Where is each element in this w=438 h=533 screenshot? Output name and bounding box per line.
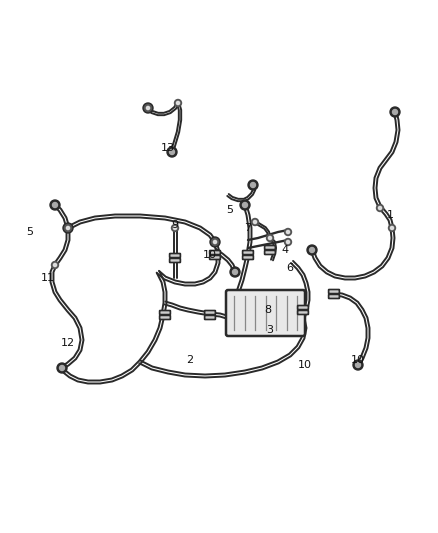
- Circle shape: [390, 227, 394, 230]
- FancyBboxPatch shape: [243, 255, 254, 260]
- Text: 1: 1: [386, 210, 393, 220]
- Circle shape: [67, 227, 70, 230]
- Text: 7: 7: [244, 223, 251, 233]
- Text: 9: 9: [171, 220, 179, 230]
- Circle shape: [66, 225, 71, 230]
- Circle shape: [212, 239, 218, 245]
- Circle shape: [170, 149, 174, 155]
- Text: 10: 10: [203, 250, 217, 260]
- Text: 6: 6: [286, 263, 293, 273]
- Text: 10: 10: [351, 355, 365, 365]
- FancyBboxPatch shape: [297, 305, 308, 310]
- Circle shape: [251, 219, 258, 225]
- Circle shape: [285, 229, 292, 236]
- FancyBboxPatch shape: [205, 316, 215, 319]
- Circle shape: [210, 237, 220, 247]
- Circle shape: [177, 101, 180, 104]
- Text: 12: 12: [61, 338, 75, 348]
- Circle shape: [353, 360, 363, 370]
- FancyBboxPatch shape: [210, 255, 220, 260]
- Circle shape: [268, 237, 272, 239]
- FancyBboxPatch shape: [159, 316, 170, 319]
- FancyBboxPatch shape: [297, 310, 308, 314]
- Circle shape: [143, 103, 153, 113]
- Circle shape: [212, 238, 219, 246]
- Circle shape: [356, 362, 360, 367]
- Text: 4: 4: [282, 245, 289, 255]
- Circle shape: [378, 206, 381, 209]
- Circle shape: [145, 104, 152, 111]
- Circle shape: [230, 267, 240, 277]
- Circle shape: [248, 180, 258, 190]
- Circle shape: [286, 230, 290, 233]
- Text: 5: 5: [226, 205, 233, 215]
- Circle shape: [174, 100, 181, 107]
- Text: 2: 2: [187, 355, 194, 365]
- Circle shape: [167, 147, 177, 157]
- FancyBboxPatch shape: [226, 290, 305, 336]
- Circle shape: [266, 235, 273, 241]
- FancyBboxPatch shape: [170, 259, 180, 262]
- Circle shape: [285, 238, 292, 246]
- Circle shape: [392, 109, 398, 115]
- Circle shape: [213, 240, 216, 244]
- FancyBboxPatch shape: [328, 289, 339, 294]
- FancyBboxPatch shape: [265, 246, 276, 249]
- Circle shape: [146, 107, 149, 110]
- Text: 8: 8: [265, 305, 272, 315]
- Circle shape: [60, 366, 64, 370]
- Circle shape: [173, 227, 177, 230]
- Circle shape: [307, 245, 317, 255]
- Text: 11: 11: [41, 273, 55, 283]
- Circle shape: [50, 200, 60, 210]
- Circle shape: [243, 203, 247, 207]
- Circle shape: [53, 203, 57, 207]
- Circle shape: [57, 363, 67, 373]
- FancyBboxPatch shape: [328, 294, 339, 298]
- Circle shape: [64, 224, 71, 231]
- FancyBboxPatch shape: [170, 254, 180, 257]
- Circle shape: [53, 263, 57, 266]
- Circle shape: [286, 240, 290, 244]
- FancyBboxPatch shape: [159, 311, 170, 314]
- FancyBboxPatch shape: [243, 251, 254, 255]
- FancyBboxPatch shape: [265, 251, 276, 254]
- Circle shape: [52, 262, 59, 269]
- Circle shape: [251, 182, 255, 188]
- Circle shape: [254, 221, 257, 223]
- FancyBboxPatch shape: [210, 251, 220, 255]
- Circle shape: [390, 107, 400, 117]
- Circle shape: [63, 223, 73, 233]
- Text: 5: 5: [27, 227, 33, 237]
- Circle shape: [377, 205, 384, 212]
- FancyBboxPatch shape: [205, 311, 215, 314]
- Circle shape: [310, 247, 314, 253]
- Circle shape: [145, 106, 151, 110]
- Text: 3: 3: [266, 325, 273, 335]
- Circle shape: [240, 200, 250, 210]
- Circle shape: [233, 270, 237, 274]
- Circle shape: [172, 224, 179, 231]
- Text: 13: 13: [161, 143, 175, 153]
- Circle shape: [389, 224, 396, 231]
- Text: 10: 10: [298, 360, 312, 370]
